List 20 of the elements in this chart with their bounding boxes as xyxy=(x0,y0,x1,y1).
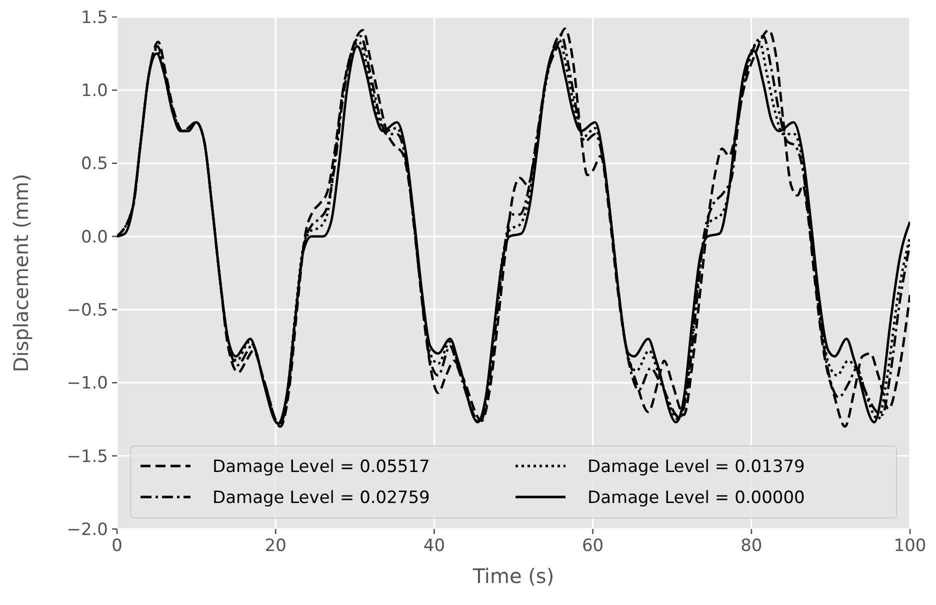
legend-label: Damage Level = 0.02759 xyxy=(212,488,430,508)
x-tick-label: 20 xyxy=(264,536,286,556)
y-axis-title: Displacement (mm) xyxy=(9,174,33,372)
legend-label: Damage Level = 0.01379 xyxy=(588,456,805,477)
legend-label: Damage Level = 0.05517 xyxy=(212,456,430,477)
y-tick-label: −0.5 xyxy=(66,300,108,321)
x-axis-title: Time (s) xyxy=(472,564,554,588)
x-tick-label: 100 xyxy=(894,536,926,556)
y-tick-label: −1.0 xyxy=(66,374,108,394)
x-tick-label: 40 xyxy=(423,536,446,556)
x-tick-label: 80 xyxy=(740,536,762,556)
x-tick-label: 0 xyxy=(112,536,122,556)
y-tick-label: −1.5 xyxy=(66,446,108,467)
x-tick-label: 60 xyxy=(582,536,604,556)
y-tick-label: 1.5 xyxy=(80,8,108,28)
y-tick-label: 0.0 xyxy=(80,227,108,248)
y-tick-label: 0.5 xyxy=(80,154,108,174)
y-tick-label: 1.0 xyxy=(80,81,108,102)
y-tick-label: −2.0 xyxy=(66,520,108,540)
legend-label: Damage Level = 0.00000 xyxy=(588,488,805,508)
